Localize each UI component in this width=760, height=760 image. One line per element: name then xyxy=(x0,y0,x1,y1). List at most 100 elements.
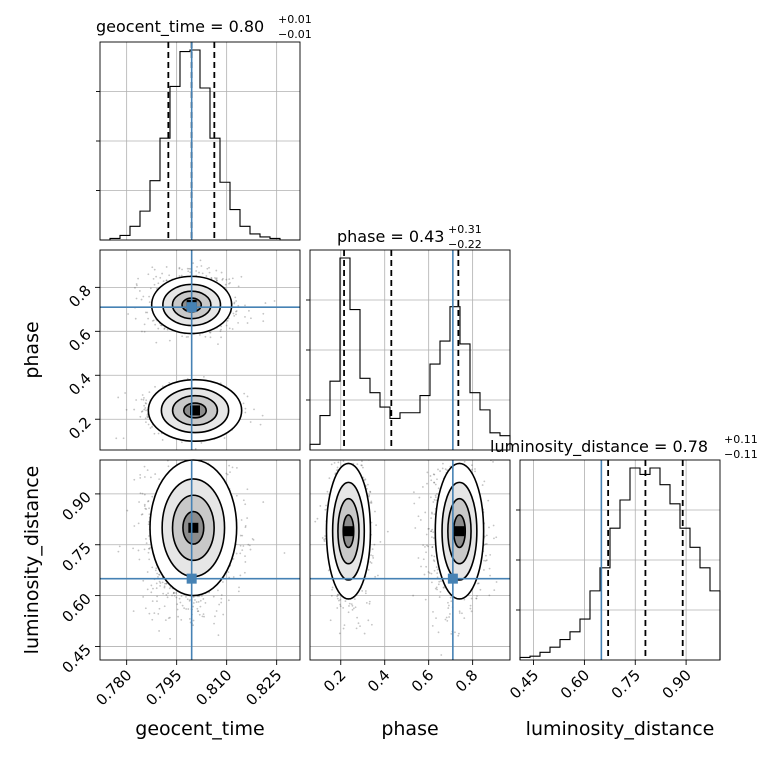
sample-point xyxy=(148,558,151,561)
sample-point xyxy=(436,492,438,495)
sample-point xyxy=(165,279,168,282)
sample-point xyxy=(477,582,480,585)
sample-point xyxy=(336,469,338,472)
sample-point xyxy=(218,603,221,606)
sample-point xyxy=(122,437,125,440)
sample-point xyxy=(176,454,178,456)
sample-point xyxy=(152,587,154,590)
sample-point xyxy=(188,618,191,620)
grid-r2c2 xyxy=(520,460,720,660)
sample-point xyxy=(248,544,251,547)
sample-point xyxy=(208,271,211,274)
sample-point xyxy=(449,442,451,444)
sample-point xyxy=(412,491,415,494)
sample-point xyxy=(144,402,147,404)
sample-point xyxy=(156,600,158,603)
xtick-label-phase-3: 0.8 xyxy=(452,666,482,696)
sample-point xyxy=(145,409,147,412)
sample-point xyxy=(152,278,155,280)
sample-point xyxy=(340,452,342,454)
sample-point xyxy=(356,616,359,619)
sample-point xyxy=(367,619,370,622)
sample-point xyxy=(449,613,451,615)
sample-point xyxy=(143,476,146,478)
sample-point xyxy=(213,457,215,459)
sample-point xyxy=(181,604,184,607)
sample-point xyxy=(155,567,158,570)
sample-point xyxy=(221,581,224,583)
sample-point xyxy=(483,569,485,571)
sample-point xyxy=(153,612,156,615)
sample-point xyxy=(141,394,144,396)
sample-point xyxy=(232,576,235,578)
sample-point xyxy=(228,278,231,281)
sample-point xyxy=(430,536,433,539)
sample-point xyxy=(336,593,339,596)
sample-point xyxy=(237,590,240,593)
sample-point xyxy=(151,618,154,621)
sample-point xyxy=(372,557,375,559)
sample-point xyxy=(426,471,429,474)
sample-point xyxy=(414,527,417,529)
sample-point xyxy=(127,313,130,315)
sample-point xyxy=(352,607,355,610)
sample-point xyxy=(197,601,200,603)
sample-point xyxy=(434,483,437,486)
sample-point xyxy=(283,552,286,554)
sample-point xyxy=(361,452,363,454)
sample-point xyxy=(440,580,442,583)
sample-point xyxy=(430,554,433,557)
sample-point xyxy=(233,302,236,305)
sample-point xyxy=(135,399,138,401)
sample-point xyxy=(244,503,247,506)
sample-point xyxy=(421,486,424,488)
sample-point xyxy=(438,596,441,598)
sample-point xyxy=(151,495,154,498)
sample-point xyxy=(330,594,333,597)
sample-point xyxy=(200,442,203,444)
sample-point xyxy=(214,615,216,618)
sample-point xyxy=(458,612,461,614)
sample-point xyxy=(156,572,159,575)
sample-point xyxy=(443,586,446,589)
sample-point xyxy=(172,592,175,595)
sample-point xyxy=(476,595,478,597)
sample-point xyxy=(386,530,389,533)
sample-point xyxy=(430,530,433,533)
sample-point xyxy=(368,600,371,603)
sample-point xyxy=(149,546,152,549)
sample-point xyxy=(178,266,181,269)
sample-point xyxy=(198,334,201,336)
sample-point xyxy=(346,446,348,448)
sample-point xyxy=(201,272,204,275)
sample-point xyxy=(431,625,434,627)
sample-point xyxy=(339,605,342,608)
sample-point xyxy=(163,585,166,588)
sample-point xyxy=(374,510,376,513)
sample-point xyxy=(218,448,220,450)
sample-point xyxy=(147,500,150,502)
sample-point xyxy=(155,341,158,344)
sample-point xyxy=(199,259,202,262)
xlabel-geocent-time: geocent_time xyxy=(135,718,264,740)
sample-point xyxy=(469,604,472,607)
sample-point xyxy=(143,330,146,333)
sample-point xyxy=(434,587,437,590)
sample-point xyxy=(151,266,154,269)
sample-point xyxy=(153,268,156,271)
sample-point xyxy=(225,278,228,281)
sample-point xyxy=(424,545,426,548)
sample-point xyxy=(433,560,436,563)
sample-point xyxy=(224,283,227,286)
sample-point xyxy=(139,492,142,495)
sample-point xyxy=(145,542,148,545)
sample-point xyxy=(338,457,340,459)
sample-point xyxy=(432,537,435,539)
sample-point xyxy=(150,584,153,587)
sample-point xyxy=(422,558,425,561)
truth-point-r2c0 xyxy=(186,573,197,584)
title-luminosity-distance-plus: +0.11 xyxy=(724,433,758,446)
density-peak-r1c0-1 xyxy=(190,405,200,416)
sample-point xyxy=(448,616,450,618)
sample-point xyxy=(155,582,158,585)
